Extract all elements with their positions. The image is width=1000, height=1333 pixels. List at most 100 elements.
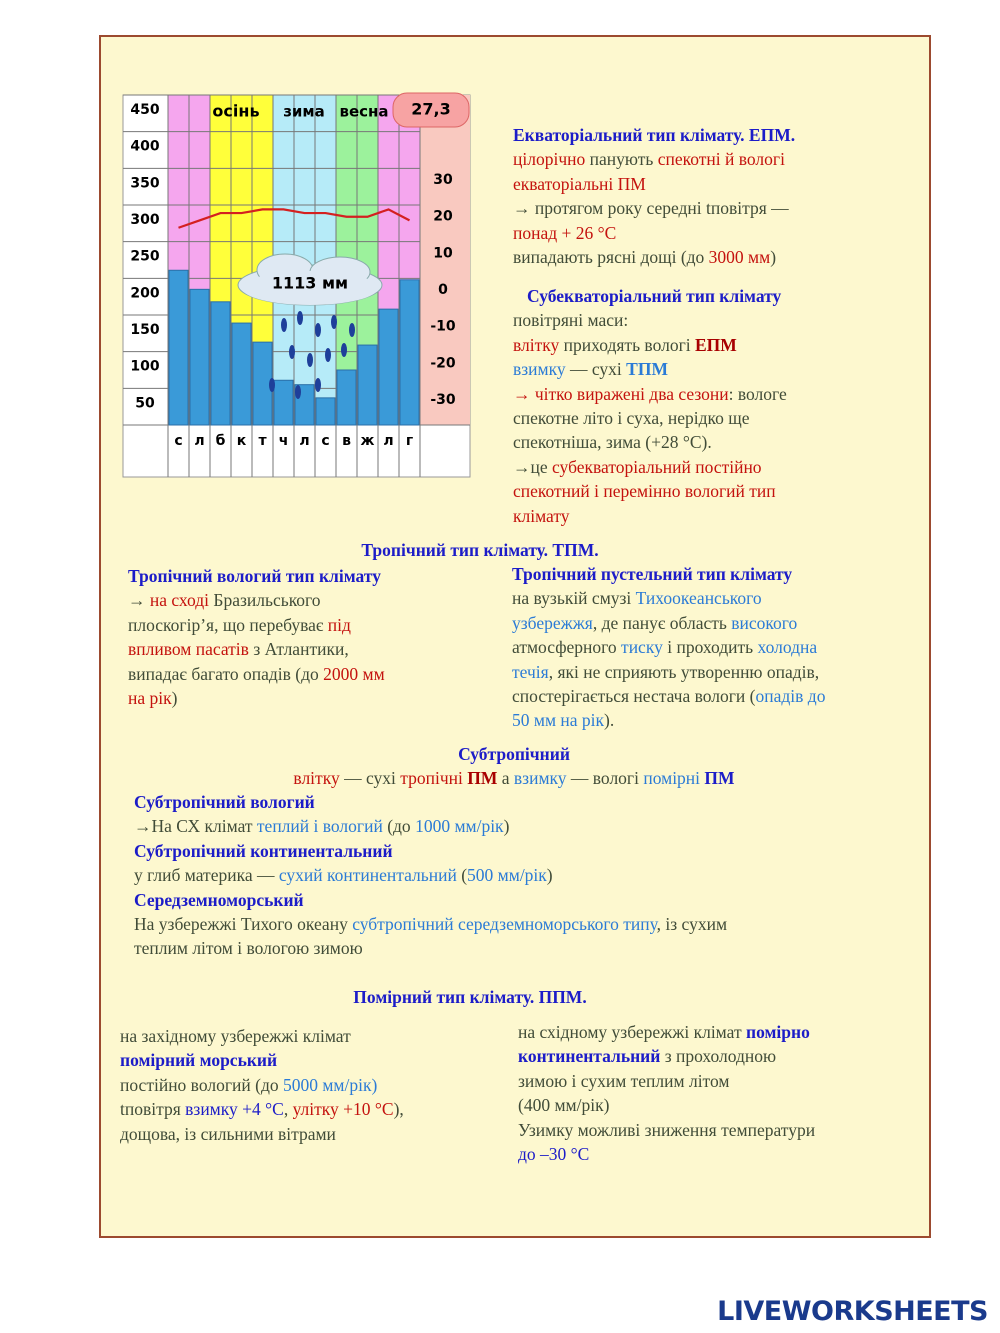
line: зимою і сухим теплим літом — [518, 1070, 730, 1091]
text: ), — [393, 1099, 404, 1120]
y-tick-label: 200 — [130, 285, 159, 301]
bar — [378, 308, 399, 426]
subtropical-types: Субтропічний вологий →На СХ клімат тепли… — [134, 790, 727, 961]
text: високого — [731, 612, 798, 633]
heading: Тропічний вологий тип клімату — [128, 566, 381, 586]
bar — [315, 397, 336, 426]
text: спостерігається нестача вологи ( — [512, 686, 756, 707]
drop — [269, 378, 275, 392]
cloud-shape — [242, 271, 378, 305]
text: ЕПМ — [694, 334, 737, 355]
text: ). — [604, 710, 615, 731]
text: впливом пасатів — [128, 639, 249, 660]
line: спекотніша, зима (+28 °С). — [513, 432, 712, 453]
y-tick-label: 50 — [135, 395, 155, 411]
text: тропічні — [400, 768, 463, 789]
y2-tick-label: -20 — [430, 355, 456, 371]
heading: Тропічний пустельний тип клімату — [512, 564, 793, 584]
text: на сході — [149, 590, 210, 611]
text: 5000 мм/рік) — [282, 1074, 378, 1095]
month-label: л — [383, 433, 393, 449]
text: 1000 мм/рік — [415, 816, 504, 837]
text: — вологі — [566, 768, 644, 789]
climatogram: осінь зима весна 27,3 1113 мм 450 400 350 3… — [122, 92, 471, 478]
y2-tick-label: 10 — [433, 245, 453, 261]
month-label: л — [299, 433, 309, 449]
text: взимку — [513, 768, 567, 789]
drop — [325, 348, 331, 362]
line: повітряні маси: — [513, 310, 629, 331]
line: спекотний і перемінно вологий тип — [513, 481, 776, 502]
text: , де панує область — [592, 612, 732, 633]
temperate-west: на західному узбережжі клімат помірний м… — [120, 1024, 404, 1146]
text: і проходить — [662, 637, 758, 658]
text: ТПМ — [626, 359, 668, 380]
text: ) — [546, 865, 553, 886]
heading: Субекваторіальний тип клімату — [527, 286, 782, 306]
tropical-desert: Тропічний пустельний тип клімату на вузь… — [512, 562, 825, 733]
line: дощова, із сильними вітрами — [120, 1123, 336, 1144]
text: Тихоокеанського — [635, 588, 762, 609]
line: Узимку можливі зниження температури — [518, 1119, 816, 1140]
text: плоскогір’я, що перебуває — [128, 614, 328, 635]
y2-tick-label: 0 — [438, 282, 448, 298]
bar — [168, 269, 189, 426]
bar — [336, 369, 357, 426]
mean-temperature: 27,3 — [411, 100, 450, 119]
line: у глиб материка — сухий континентальний … — [134, 863, 727, 887]
temperate-east: на східному узбережжі клімат помірно кон… — [518, 1020, 815, 1166]
line: → протягом року середні tповітря — — [513, 198, 789, 219]
drop — [349, 323, 355, 337]
text: постійно вологий (до — [120, 1074, 283, 1095]
season-fill — [420, 95, 470, 425]
text: теплий і вологий — [256, 816, 383, 837]
month-label: в — [342, 433, 351, 449]
text: ПМ — [462, 768, 498, 789]
text: tповітря — [120, 1099, 186, 1120]
line: → чітко виражені два сезони: вологе — [513, 382, 787, 406]
annual-precipitation: 1113 мм — [272, 274, 348, 293]
text: , — [283, 1099, 293, 1120]
month-label: б — [216, 433, 226, 449]
line: екваторіальні ПМ — [513, 173, 646, 194]
line: (400 мм/рік) — [518, 1095, 610, 1116]
line: На узбережжі Тихого океану субтропічний … — [134, 912, 727, 936]
brand-logo[interactable]: LIVEWORKSHEETS — [717, 1296, 988, 1327]
line: випадають рясні дощі (до 3000 мм) — [513, 245, 795, 269]
line: плоскогір’я, що перебуває під — [128, 613, 385, 637]
text: На узбережжі Тихого океану — [134, 914, 353, 935]
text: 500 мм/рік — [467, 865, 547, 886]
drop — [297, 311, 303, 325]
line: понад + 26 °С — [513, 222, 617, 243]
month-label: ч — [279, 433, 289, 449]
drop — [295, 385, 301, 399]
heading: Середземноморський — [134, 889, 304, 910]
text: влітку — [513, 334, 560, 355]
text: з Атлантики, — [248, 639, 349, 660]
line: спостерігається нестача вологи (опадів д… — [512, 684, 825, 708]
text: тиску — [621, 637, 663, 658]
text: на рік — [128, 688, 172, 709]
bar — [273, 379, 294, 426]
text: →На СХ клімат — [134, 816, 257, 837]
text: влітку — [293, 768, 340, 789]
season-label: весна — [339, 103, 388, 121]
line: цілорічно панують спекотні й вологі — [513, 147, 795, 171]
text: , із сухим — [656, 914, 728, 935]
heading: Екваторіальний тип клімату. ЕПМ. — [513, 125, 796, 145]
bar — [357, 344, 378, 426]
line: континентальний з прохолодною — [518, 1044, 815, 1068]
line: → на сході Бразильського — [128, 588, 385, 612]
drop — [307, 353, 313, 367]
y-tick-label: 100 — [130, 359, 159, 375]
text: 50 мм на рік — [512, 710, 605, 731]
text: субекваторіальний постійно — [552, 456, 762, 477]
line: влітку приходять вологі ЕПМ — [513, 333, 787, 357]
y-tick-label: 450 — [130, 102, 159, 118]
text: взимку +4 °С — [185, 1099, 284, 1120]
text: сухий континентальний — [278, 865, 457, 886]
line: теплим літом і вологою зимою — [134, 938, 363, 959]
text: субтропічний середземноморського типу — [352, 914, 657, 935]
text: течія — [512, 661, 549, 682]
